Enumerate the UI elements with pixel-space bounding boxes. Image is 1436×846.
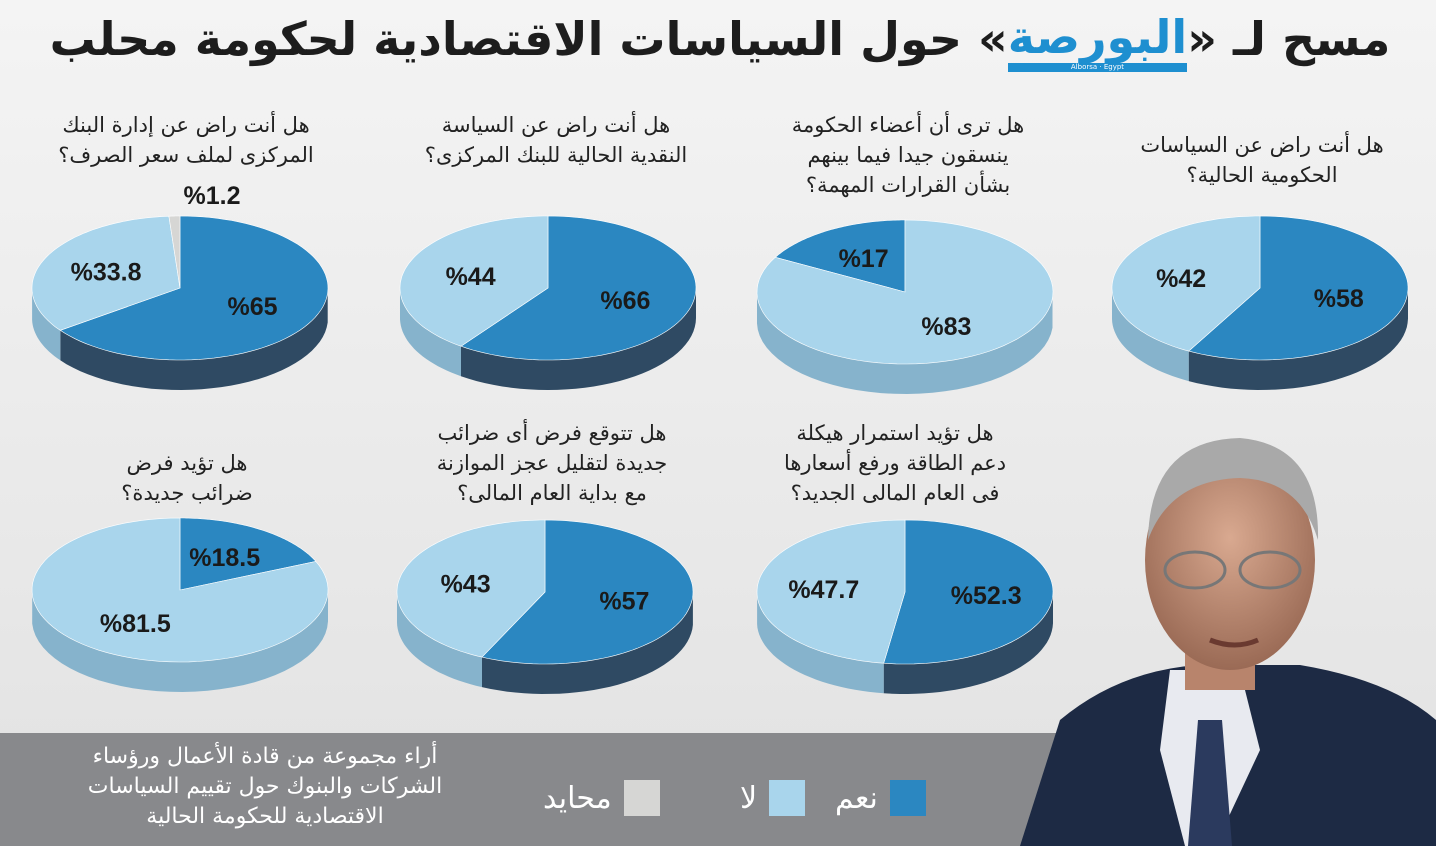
pie-side-no (757, 293, 1053, 394)
data-label: %58 (1314, 285, 1364, 313)
pie-slice-yes (774, 219, 906, 293)
question-line: النقدية الحالية للبنك المركزى؟ (424, 143, 688, 167)
pie-slice-no (31, 215, 181, 331)
legend-no: لا (740, 780, 806, 816)
caption-line: الاقتصادية للحكومة الحالية (146, 804, 384, 829)
alborsa-logo: البورصة Alborsa · Egypt (1007, 10, 1188, 72)
legend-neutral: محايد (543, 780, 660, 816)
pie-slice-no (756, 219, 1054, 365)
caption-line: أراء مجموعة من قادة الأعمال ورؤساء (92, 744, 438, 769)
pie-chart-4: %65 %33.8 %1.2 (31, 182, 329, 390)
pie-side-yes (60, 292, 328, 390)
pie-side-no (400, 289, 461, 377)
legend-label-neutral: محايد (543, 780, 612, 816)
question-line: ضرائب جديدة؟ (121, 481, 253, 505)
title-part: مسح لـ « (1187, 12, 1391, 66)
pie-chart-5: %52.3 %47.7 (756, 519, 1054, 694)
pie-slice-yes (481, 519, 694, 665)
logo-text: البورصة (1007, 10, 1188, 64)
pie-side-no (397, 592, 482, 688)
legend-yes: نعم (835, 780, 926, 816)
legend-swatch-no (769, 780, 806, 816)
pie-side-yes (482, 594, 693, 694)
pie-slice-no (396, 519, 546, 658)
pie-question: هل أنت راض عن إدارة البنك المركزى لملف سع… (58, 110, 314, 170)
legend-label-no: لا (740, 780, 758, 816)
data-label: %57 (599, 588, 649, 616)
data-label: %66 (600, 287, 650, 315)
pie-chart-7: %18.5 %81.5 (31, 517, 329, 692)
legend-swatch-yes (889, 780, 926, 816)
pie-side-no (1112, 288, 1189, 382)
pie-slice-yes (179, 517, 317, 591)
pie-chart-1: %58 %42 (1111, 215, 1409, 390)
question-line: الحكومية الحالية؟ (1186, 163, 1338, 187)
data-label: %33.8 (71, 258, 142, 286)
caption-line: الشركات والبنوك حول تقييم السياسات (87, 774, 443, 799)
caption: أراء مجموعة من قادة الأعمال ورؤساء الشرك… (88, 742, 442, 832)
pie-slice-yes (883, 519, 1054, 665)
data-label: %52.3 (951, 582, 1022, 610)
pie-side-yes (461, 288, 696, 390)
question-line: هل تؤيد فرض (126, 451, 248, 475)
pie-side-yes (1188, 288, 1408, 390)
pie-question: هل أنت راض عن السياسات الحكومية الحالية؟ (1140, 130, 1383, 190)
question-line: هل تؤيد استمرار هيكلة (796, 421, 994, 445)
question-line: هل تتوقع فرض أى ضرائب (437, 421, 667, 445)
legend-swatch-neutral (623, 780, 660, 816)
data-label: %43 (441, 570, 491, 598)
question-line: فى العام المالى الجديد؟ (790, 481, 1000, 505)
prime-minister-photo (1020, 438, 1436, 846)
data-label: %17 (839, 245, 889, 273)
question-line: ينسقون جيدا فيما بينهم (807, 143, 1009, 167)
question-line: هل ترى أن أعضاء الحكومة (791, 113, 1025, 137)
logo-subtext: Alborsa · Egypt (1007, 63, 1188, 72)
data-label: %44 (446, 263, 496, 291)
title-part: » حول السياسات الاقتصادية لحكومة محلب (49, 12, 1008, 66)
pie-chart-2: %17 %83 (756, 219, 1054, 394)
pie-question: هل تؤيد استمرار هيكلة دعم الطاقة ورفع أسع… (784, 418, 1006, 508)
question-line: بشأن القرارات المهمة؟ (805, 173, 1011, 197)
pie-chart-6: %57 %43 (396, 519, 694, 694)
pie-slice-yes (460, 215, 697, 361)
pie-slice-yes (59, 215, 329, 361)
question-line: هل أنت راض عن إدارة البنك (62, 113, 310, 137)
question-line: هل أنت راض عن السياسات (1140, 133, 1384, 157)
question-line: مع بداية العام المالى؟ (457, 481, 647, 505)
pie-slice-no (31, 517, 329, 663)
pie-side-yes (883, 593, 1053, 694)
pie-question: هل ترى أن أعضاء الحكومة ينسقون جيدا فيما … (792, 110, 1024, 200)
data-label: %47.7 (788, 576, 859, 604)
pie-slice-yes (1188, 215, 1409, 361)
question-line: هل أنت راض عن السياسة (441, 113, 671, 137)
data-label: %83 (921, 313, 971, 341)
data-label: %42 (1156, 265, 1206, 293)
page-title: مسح لـ «البورصة Alborsa · Egypt» حول السي… (30, 12, 1410, 72)
pie-question: هل تؤيد فرض ضرائب جديدة؟ (121, 448, 252, 508)
pie-side-no (757, 594, 884, 694)
pie-side-no (32, 591, 328, 692)
data-label: %81.5 (100, 610, 171, 638)
pie-slice-no (1111, 215, 1261, 352)
pie-slice-no (399, 215, 549, 347)
question-line: دعم الطاقة ورفع أسعارها (783, 451, 1007, 475)
data-label: %65 (227, 293, 277, 321)
pie-chart-3: %66 %44 (399, 215, 697, 390)
data-label: %1.2 (184, 182, 241, 210)
pie-slice-no (756, 519, 906, 664)
question-line: المركزى لملف سعر الصرف؟ (58, 143, 314, 167)
pie-side-no (32, 289, 61, 361)
data-label: %18.5 (189, 544, 260, 572)
pie-question: هل تتوقع فرض أى ضرائب جديدة لتقليل عجز ال… (437, 418, 667, 508)
pie-slice-neutral (168, 215, 181, 289)
legend-label-yes: نعم (835, 780, 878, 816)
question-line: جديدة لتقليل عجز الموازنة (436, 451, 668, 475)
pie-question: هل أنت راض عن السياسة النقدية الحالية للب… (425, 110, 687, 170)
